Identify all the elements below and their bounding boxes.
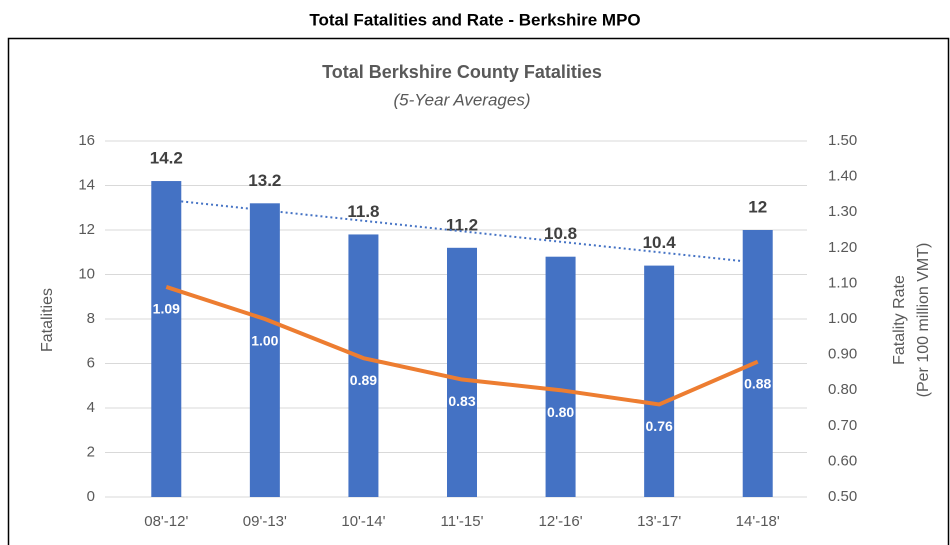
y-tick-label: 12 bbox=[78, 221, 95, 238]
chart-title: Total Berkshire County Fatalities bbox=[322, 62, 602, 82]
x-tick-label: 11'-15' bbox=[441, 513, 484, 530]
line-value-label: 0.76 bbox=[646, 418, 673, 434]
y2-axis-label: Fatality Rate bbox=[891, 275, 908, 365]
y-tick-label: 8 bbox=[87, 310, 95, 327]
line-value-label: 0.89 bbox=[350, 372, 377, 388]
bar-value-label: 10.8 bbox=[544, 224, 577, 243]
line-value-label: 0.88 bbox=[744, 375, 771, 391]
x-tick-label: 12'-16' bbox=[539, 513, 583, 530]
bar-value-label: 13.2 bbox=[248, 171, 281, 190]
line-value-label: 1.09 bbox=[153, 301, 180, 317]
bar-value-label: 11.2 bbox=[446, 215, 478, 234]
y2-tick-label: 0.90 bbox=[828, 346, 857, 363]
y2-axis-label: (Per 100 million VMT) bbox=[915, 243, 932, 398]
y2-tick-label: 1.00 bbox=[828, 310, 857, 327]
bar bbox=[545, 256, 576, 497]
x-tick-label: 13'-17' bbox=[637, 513, 681, 530]
line bbox=[165, 285, 759, 407]
y-tick-label: 16 bbox=[78, 132, 95, 149]
bar bbox=[348, 234, 379, 497]
page-title: Total Fatalities and Rate - Berkshire MP… bbox=[309, 10, 640, 29]
x-tick-label: 08'-12' bbox=[144, 513, 188, 530]
y-tick-label: 2 bbox=[87, 443, 95, 460]
y-tick-label: 10 bbox=[78, 265, 95, 282]
y2-tick-label: 1.20 bbox=[828, 239, 857, 256]
y2-tick-label: 1.50 bbox=[828, 132, 857, 149]
bar-value-label: 11.8 bbox=[347, 202, 379, 221]
bar bbox=[249, 203, 280, 498]
bar bbox=[447, 247, 477, 497]
y2-tick-label: 1.10 bbox=[828, 274, 857, 291]
bar bbox=[151, 181, 182, 498]
y-axis-label: Fatalities bbox=[39, 288, 56, 352]
y2-tick-label: 1.30 bbox=[828, 203, 857, 220]
x-tick-label: 10'-14' bbox=[341, 513, 385, 530]
chart-frame bbox=[7, 37, 950, 545]
x-tick-label: 14'-18' bbox=[736, 513, 780, 530]
bar bbox=[644, 265, 675, 497]
y2-tick-label: 0.50 bbox=[828, 488, 857, 505]
bar-value-label: 14.2 bbox=[150, 149, 183, 168]
x-tick-label: 09'-13' bbox=[243, 513, 287, 530]
y2-tick-label: 1.40 bbox=[828, 168, 857, 185]
y2-tick-label: 0.60 bbox=[828, 452, 857, 469]
y-tick-label: 14 bbox=[78, 176, 95, 193]
y2-tick-label: 0.70 bbox=[828, 417, 857, 434]
bar-value-label: 12 bbox=[748, 197, 767, 216]
trendline bbox=[166, 198, 758, 264]
line-value-label: 1.00 bbox=[251, 333, 278, 349]
line-value-label: 0.83 bbox=[448, 393, 475, 409]
y2-tick-label: 0.80 bbox=[828, 381, 857, 398]
chart-subtitle: (5-Year Averages) bbox=[393, 90, 530, 109]
y-tick-label: 0 bbox=[87, 488, 95, 505]
line-value-label: 0.80 bbox=[547, 404, 574, 420]
bar-value-label: 10.4 bbox=[643, 233, 677, 252]
y-tick-label: 6 bbox=[87, 354, 95, 371]
y-tick-label: 4 bbox=[87, 399, 95, 416]
